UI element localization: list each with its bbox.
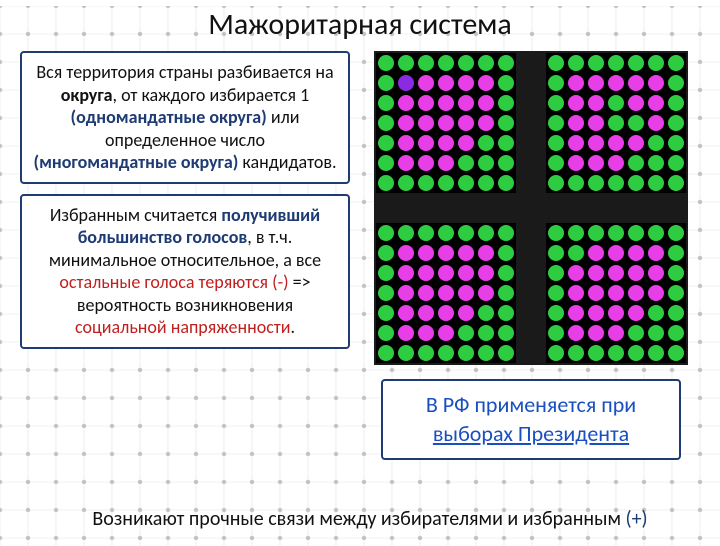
main-row: Вся территория страны разбивается на окр… (0, 51, 720, 460)
caption-line1: В РФ применяется при (426, 391, 636, 418)
left-column: Вся территория страны разбивается на окр… (20, 51, 350, 460)
page-title: Мажоритарная система (0, 6, 720, 43)
description-box-1: Вся территория страны разбивается на окр… (20, 51, 350, 184)
right-column: В РФ применяется при выборах Президента (362, 51, 700, 460)
description-box-2: Избранным считается получивший большинст… (20, 194, 350, 349)
footer-note: Возникают прочные связи между избирателя… (50, 507, 690, 532)
districts-diagram (374, 51, 688, 365)
caption-line2: выборах Президента (433, 420, 629, 447)
rf-caption: В РФ применяется при выборах Президента (381, 379, 681, 460)
